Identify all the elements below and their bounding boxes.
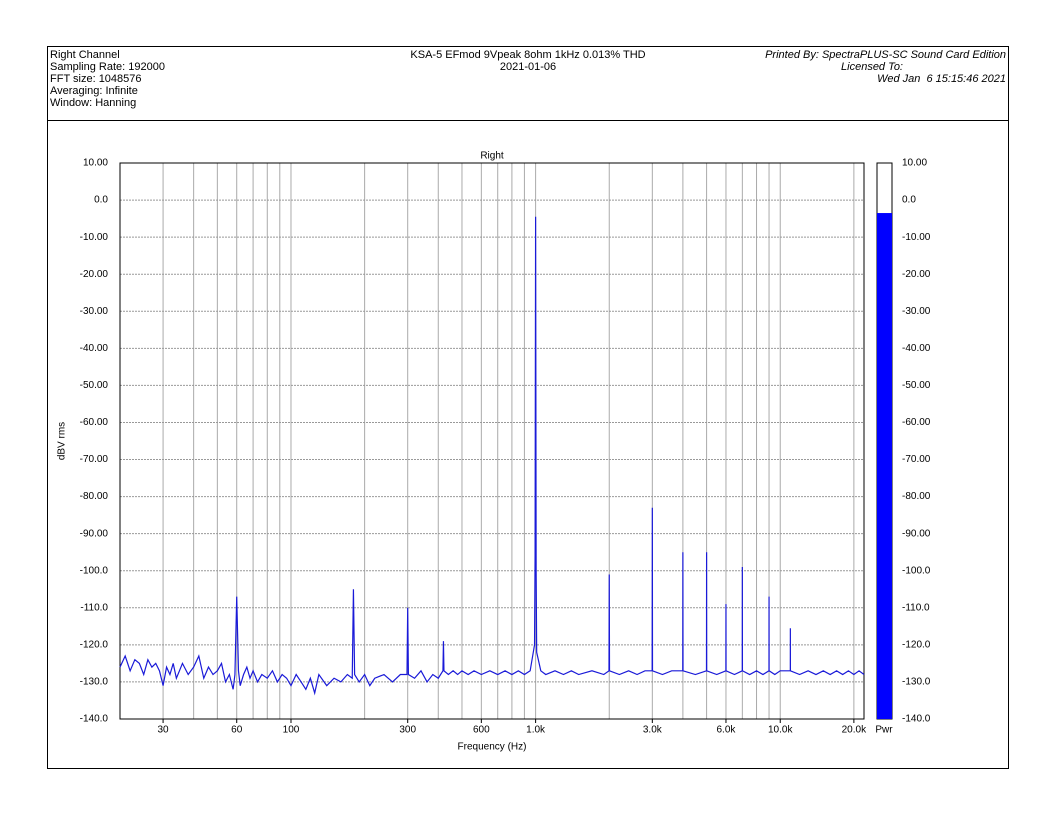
meter-bar: [877, 213, 892, 720]
header-right: Wed Jan 6 15:15:46 2021: [877, 73, 1006, 85]
y-tick-label: 0.0: [94, 195, 108, 206]
header-center: 2021-01-06: [500, 61, 556, 73]
y-tick-label: -40.00: [80, 343, 109, 354]
header-left: Sampling Rate: 192000: [50, 61, 165, 73]
meter-tick-label: -110.0: [902, 602, 930, 613]
meter-tick-label: -30.00: [902, 306, 931, 317]
y-tick-label: -110.0: [80, 602, 108, 613]
x-tick-label: 60: [231, 725, 243, 736]
header-center: KSA-5 EFmod 9Vpeak 8ohm 1kHz 0.013% THD: [410, 49, 645, 61]
x-tick-label: 30: [158, 725, 170, 736]
meter-tick-label: -100.0: [902, 565, 931, 576]
x-tick-label: 600: [473, 725, 490, 736]
meter-tick-label: -10.00: [902, 232, 931, 243]
y-tick-label: -90.00: [80, 528, 109, 539]
header-right: Licensed To:: [841, 61, 903, 73]
meter-tick-label: -130.0: [902, 677, 931, 688]
meter-tick-label: -50.00: [902, 380, 931, 391]
x-tick-label: 1.0k: [526, 725, 546, 736]
y-tick-label: -140.0: [80, 714, 109, 725]
x-tick-label: 3.0k: [643, 725, 663, 736]
x-tick-label: 100: [283, 725, 300, 736]
plot-frame: [119, 162, 865, 720]
y-tick-label: -60.00: [80, 417, 109, 428]
y-tick-label: -10.00: [80, 232, 109, 243]
meter-label: Pwr: [875, 725, 893, 736]
chart-title: Right: [480, 151, 504, 162]
y-tick-label: -20.00: [80, 269, 109, 280]
y-tick-label: -100.0: [80, 565, 109, 576]
y-tick-label: -50.00: [80, 380, 109, 391]
header-left: FFT size: 1048576: [50, 73, 142, 85]
y-tick-label: -130.0: [80, 677, 109, 688]
x-axis-label: Frequency (Hz): [458, 742, 527, 753]
header-left: Window: Hanning: [50, 97, 136, 109]
meter-tick-label: -60.00: [902, 417, 931, 428]
spectrum-line: [119, 216, 865, 696]
meter-tick-label: -80.00: [902, 491, 931, 502]
meter-tick-label: -140.0: [902, 714, 931, 725]
meter-tick-label: 10.00: [902, 158, 927, 169]
page-frame: [47, 46, 1009, 769]
meter-tick-label: -120.0: [902, 640, 931, 651]
meter-tick-label: -90.00: [902, 528, 931, 539]
meter-tick-label: -20.00: [902, 269, 931, 280]
y-tick-label: -70.00: [80, 454, 109, 465]
y-tick-label: 10.00: [83, 158, 108, 169]
y-tick-label: -30.00: [80, 306, 109, 317]
x-tick-label: 6.0k: [717, 725, 737, 736]
meter-tick-label: -70.00: [902, 454, 931, 465]
y-tick-label: -120.0: [80, 640, 109, 651]
header-left: Averaging: Infinite: [50, 85, 138, 97]
header-left: Right Channel: [50, 49, 120, 61]
x-tick-label: 10.0k: [768, 725, 793, 736]
x-tick-label: 20.0k: [842, 725, 867, 736]
meter-tick-label: 0.0: [902, 195, 916, 206]
meter-tick-label: -40.00: [902, 343, 931, 354]
y-axis-label: dBV rms: [57, 422, 68, 460]
y-tick-label: -80.00: [80, 491, 109, 502]
x-tick-label: 300: [399, 725, 416, 736]
header-right: Printed By: SpectraPLUS-SC Sound Card Ed…: [765, 49, 1006, 61]
